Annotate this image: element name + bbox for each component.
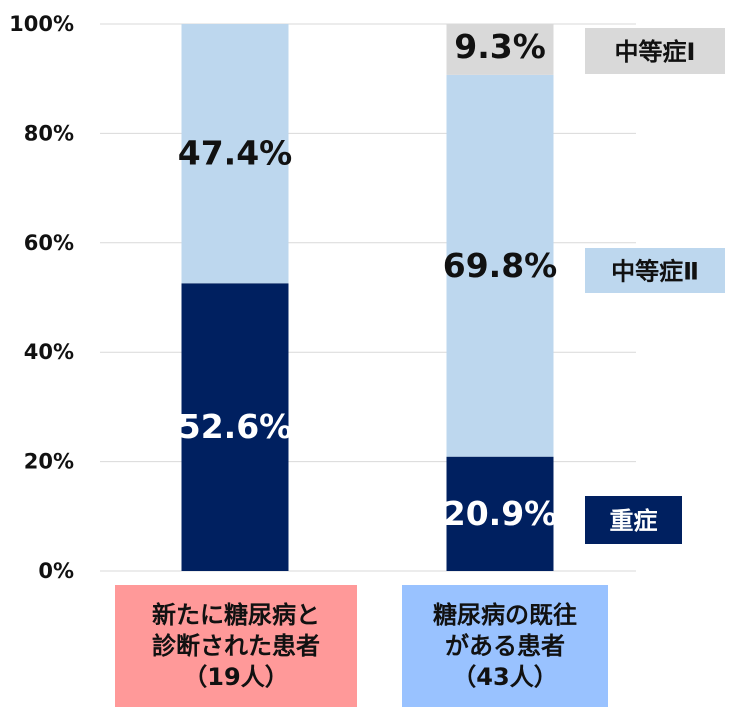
y-tick-label: 40% <box>24 340 74 364</box>
legend-swatch <box>585 28 725 74</box>
legend-swatch <box>585 248 725 293</box>
bar-segment <box>446 456 554 571</box>
category-label-line: （43人） <box>452 662 558 691</box>
y-tick-label: 20% <box>24 450 74 474</box>
category-label-line: 糖尿病の既往 <box>433 600 577 629</box>
bar-segment <box>446 74 554 457</box>
category-label-line: がある患者 <box>445 631 565 660</box>
data-label: 47.4% <box>178 134 293 173</box>
y-tick-label: 80% <box>24 121 74 145</box>
y-tick-label: 100% <box>9 12 74 36</box>
legend-label: 中等症Ⅰ <box>615 38 696 66</box>
bar-segment <box>181 24 289 284</box>
category-label-box: 糖尿病の既往 がある患者 （43人） <box>402 585 608 707</box>
category-label-line: 新たに糖尿病と <box>152 600 320 629</box>
data-label: 52.6% <box>178 407 293 446</box>
data-label: 9.3% <box>454 27 546 66</box>
category-label-line: 診断された患者 <box>152 631 320 660</box>
data-label: 69.8% <box>443 246 558 285</box>
bar-segment <box>446 24 554 75</box>
y-tick-label: 0% <box>38 559 74 583</box>
legend-label: 中等症Ⅱ <box>611 258 699 286</box>
legend-label: 重症 <box>610 507 658 535</box>
category-label-box: 新たに糖尿病と 診断された患者 （19人） <box>115 585 357 707</box>
category-label-line: （19人） <box>183 662 289 691</box>
legend-swatch <box>585 496 682 544</box>
data-label: 20.9% <box>443 494 558 533</box>
bar-segment <box>181 283 289 571</box>
y-tick-label: 60% <box>24 231 74 255</box>
